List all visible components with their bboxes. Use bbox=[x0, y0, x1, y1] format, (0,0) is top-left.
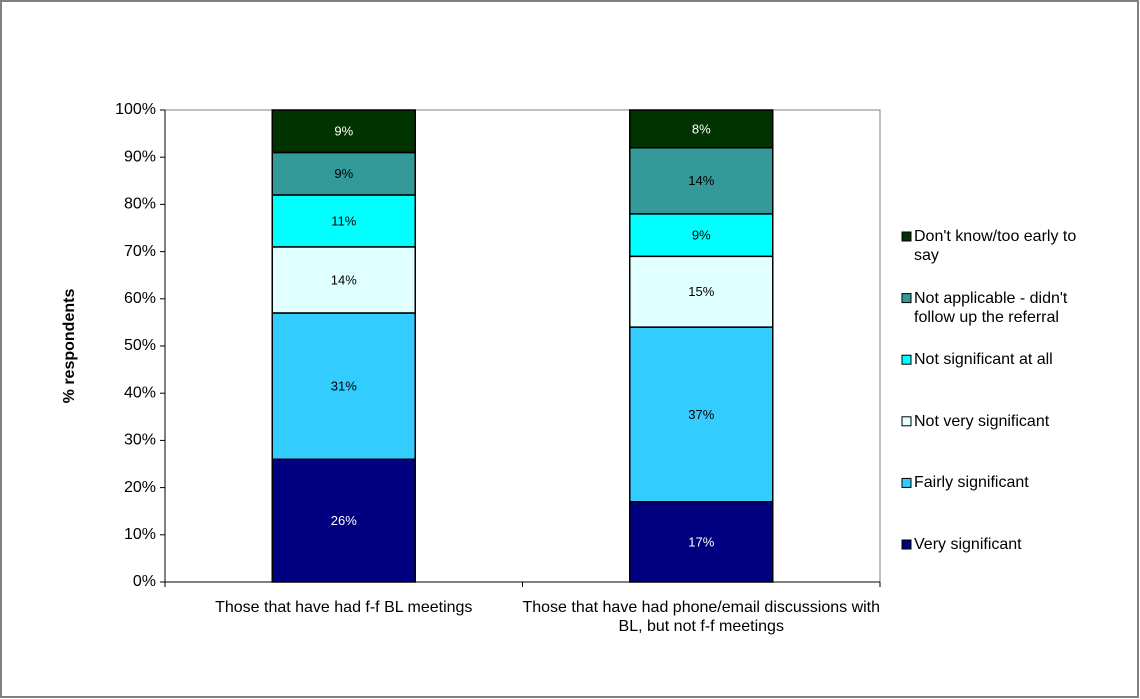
y-tick-label: 80% bbox=[124, 196, 156, 213]
bar-segment bbox=[629, 109, 774, 149]
bar-segment bbox=[629, 213, 774, 258]
legend-swatch bbox=[901, 416, 912, 427]
bar-segment bbox=[271, 246, 416, 314]
data-label: 26% bbox=[331, 513, 357, 528]
data-label: 9% bbox=[692, 228, 711, 243]
data-label: 15% bbox=[688, 284, 714, 299]
legend-label: Not applicable - didn't follow up the re… bbox=[914, 289, 1068, 326]
y-tick-label: 90% bbox=[124, 148, 156, 165]
data-label: 9% bbox=[334, 124, 353, 139]
x-tick-label: Those that have had f-f BL meetings bbox=[215, 599, 473, 616]
legend-swatch bbox=[901, 231, 912, 242]
legend-label: Fairly significant bbox=[914, 474, 1029, 492]
y-tick-label: 20% bbox=[124, 479, 156, 496]
data-label: 9% bbox=[334, 166, 353, 181]
legend-swatch bbox=[901, 539, 912, 550]
y-tick-label: 30% bbox=[124, 432, 156, 449]
legend-label: Don't know/too early to say bbox=[914, 228, 1077, 264]
data-label: 31% bbox=[331, 379, 357, 394]
bar-segment bbox=[629, 255, 774, 328]
y-axis-title: % respondents bbox=[61, 289, 78, 404]
y-tick-label: 100% bbox=[115, 101, 156, 118]
y-tick-label: 0% bbox=[133, 573, 156, 590]
bar-segment bbox=[271, 458, 416, 583]
legend-swatch bbox=[901, 293, 912, 304]
bar-segment bbox=[271, 109, 416, 154]
y-tick-label: 10% bbox=[124, 526, 156, 543]
y-tick-label: 60% bbox=[124, 290, 156, 307]
legend-swatch bbox=[901, 477, 912, 488]
legend-label: Very significant bbox=[914, 536, 1022, 553]
data-label: 37% bbox=[688, 407, 714, 422]
bar-segment bbox=[629, 501, 774, 583]
data-label: 14% bbox=[688, 173, 714, 188]
y-tick-label: 50% bbox=[124, 337, 156, 354]
bar-segment bbox=[271, 312, 416, 461]
data-label: 14% bbox=[331, 272, 357, 287]
legend-label: Not significant at all bbox=[914, 351, 1053, 369]
legend-swatch bbox=[901, 354, 912, 365]
legend-label: Not very significant bbox=[914, 412, 1050, 430]
y-tick-label: 70% bbox=[124, 243, 156, 260]
bar-segment bbox=[271, 194, 416, 248]
data-label: 17% bbox=[688, 534, 714, 549]
x-tick-label: Those that have had phone/email discussi… bbox=[522, 599, 881, 635]
data-label: 11% bbox=[331, 213, 356, 228]
y-tick-label: 40% bbox=[124, 384, 156, 401]
bar-segment bbox=[629, 326, 774, 503]
data-label: 8% bbox=[692, 121, 711, 136]
bar-segment bbox=[629, 147, 774, 215]
